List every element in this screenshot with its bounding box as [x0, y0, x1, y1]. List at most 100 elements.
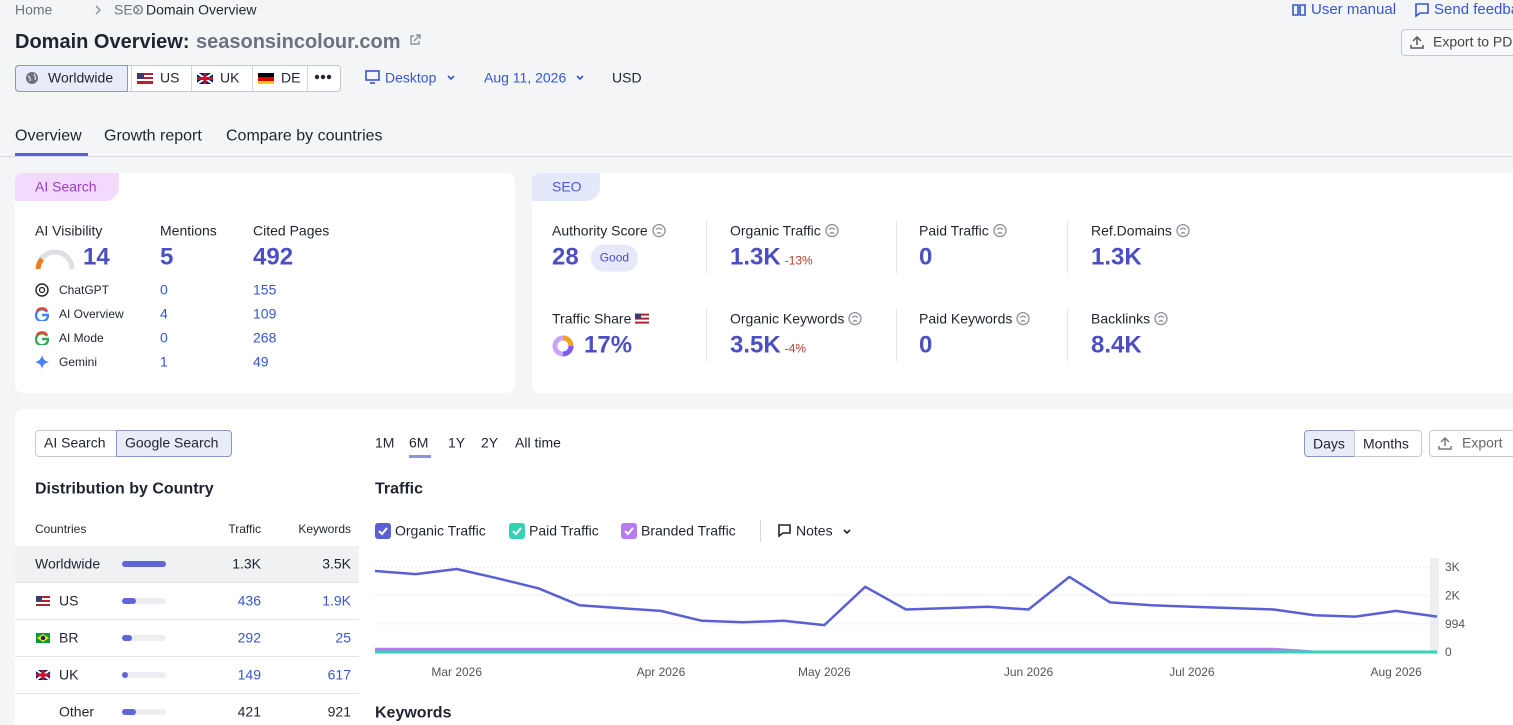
- info-icon: [848, 312, 863, 326]
- ai-mentions[interactable]: 1: [160, 353, 168, 370]
- country-traffic[interactable]: 436: [237, 592, 261, 609]
- region-divider: [131, 66, 132, 91]
- tab[interactable]: Overview: [15, 127, 82, 145]
- traffic-bar-track: [122, 635, 166, 641]
- export-pdf-button[interactable]: [1401, 29, 1513, 56]
- legend-label[interactable]: Organic Traffic: [395, 522, 486, 539]
- granularity-option[interactable]: [1354, 430, 1422, 457]
- row-divider: [15, 619, 359, 620]
- visibility-gauge: [35, 249, 75, 270]
- country-keywords[interactable]: 25: [335, 629, 351, 646]
- toggle-label[interactable]: Google Search: [125, 434, 219, 451]
- ai-cited[interactable]: 109: [253, 305, 277, 322]
- legend-label[interactable]: Branded Traffic: [641, 522, 736, 539]
- region-selected[interactable]: [15, 65, 128, 92]
- legend-checkbox[interactable]: [509, 523, 525, 539]
- legend-label[interactable]: Paid Traffic: [529, 522, 599, 539]
- feedback-icon: [1415, 3, 1429, 18]
- ai-mentions[interactable]: 0: [160, 329, 168, 346]
- metric-name: Backlinks: [1091, 310, 1151, 327]
- region-option[interactable]: DE: [281, 69, 301, 86]
- ai-cited[interactable]: 155: [253, 281, 277, 298]
- granularity-label[interactable]: Days: [1313, 435, 1345, 452]
- tab[interactable]: Compare by countries: [226, 127, 383, 145]
- domain-name[interactable]: seasonsincolour.com: [196, 31, 401, 53]
- country-keywords[interactable]: 1.9K: [322, 592, 351, 609]
- traffic-bar-track: [122, 598, 166, 604]
- metric-name: Ref.Domains: [1091, 222, 1172, 239]
- export-button[interactable]: [1429, 430, 1513, 457]
- date-select[interactable]: Aug 11, 2026: [484, 69, 567, 86]
- legend-checkbox[interactable]: [375, 523, 391, 539]
- country-traffic[interactable]: 292: [237, 629, 261, 646]
- metric-name: Authority Score: [552, 222, 648, 239]
- metric-divider: [1067, 221, 1068, 273]
- seo-pill: [532, 173, 600, 201]
- granularity-label[interactable]: Months: [1363, 435, 1409, 452]
- toggle-label[interactable]: AI Search: [44, 434, 106, 451]
- metric-divider: [706, 221, 707, 273]
- period-option[interactable]: 1Y: [448, 434, 466, 451]
- page-title: Domain Overview:: [15, 31, 190, 53]
- metric-name: Organic Traffic: [730, 222, 821, 239]
- metric-name: Paid Keywords: [919, 310, 1013, 327]
- metric-change: -13%: [784, 253, 813, 268]
- row-divider: [15, 693, 359, 694]
- breadcrumb-item[interactable]: Home: [15, 1, 53, 18]
- column-header: Keywords: [298, 521, 351, 536]
- info-icon: [1176, 224, 1190, 238]
- y-tick-label: 3K: [1445, 560, 1460, 574]
- metric-value: 1.3K: [1091, 243, 1142, 271]
- x-tick-label: Mar 2026: [431, 665, 482, 679]
- chart: 0 994 2K 3K Mar 2026 Apr 2026 May 2026 Jun 2026…: [374, 558, 1465, 679]
- granularity-selected[interactable]: [1304, 430, 1355, 457]
- notes-button[interactable]: Notes: [796, 522, 833, 539]
- metric-value: 3.5K: [730, 331, 781, 359]
- metric-value-row: 28 Good: [552, 244, 639, 273]
- series-line: [375, 647, 1437, 654]
- region-option[interactable]: Worldwide: [48, 69, 114, 86]
- breadcrumb-sep: [95, 5, 101, 15]
- traffic-bar: [122, 672, 128, 678]
- metric-value-row: 1.3K: [1091, 244, 1142, 273]
- ai-cited[interactable]: 49: [253, 353, 269, 370]
- country-name: UK: [59, 666, 79, 683]
- traffic-bar: [122, 635, 132, 641]
- header-link[interactable]: Send feedback: [1434, 1, 1513, 18]
- period-option[interactable]: 6M: [409, 434, 429, 451]
- device-select[interactable]: Desktop: [385, 69, 437, 86]
- ai-mentions[interactable]: 4: [160, 305, 168, 322]
- period-option[interactable]: 2Y: [481, 434, 499, 451]
- metric-value-row: 0: [919, 244, 932, 273]
- region-divider: [252, 66, 253, 91]
- period-option[interactable]: All time: [515, 434, 561, 451]
- metric-divider: [1067, 309, 1068, 361]
- country-name: Other: [59, 703, 95, 720]
- region-option[interactable]: UK: [220, 69, 240, 86]
- export-pdf-label[interactable]: Export to PDF: [1433, 33, 1513, 50]
- ai-engine: AI Overview: [59, 306, 124, 321]
- toggle-option-selected[interactable]: [116, 430, 232, 457]
- traffic-bar: [122, 709, 136, 715]
- region-option[interactable]: US: [160, 69, 180, 86]
- metric-value-row: 0: [919, 332, 932, 361]
- header-link[interactable]: User manual: [1311, 1, 1397, 18]
- flag-icon: [36, 633, 50, 643]
- period-option[interactable]: 1M: [375, 434, 395, 451]
- desktop-icon: [365, 70, 380, 84]
- ai-engine: Gemini: [59, 354, 98, 369]
- manual-icon: [1292, 4, 1306, 16]
- info-icon: [652, 224, 666, 238]
- legend-checkbox[interactable]: [621, 523, 637, 539]
- ai-cited[interactable]: 268: [253, 329, 277, 346]
- country-keywords[interactable]: 617: [327, 666, 351, 683]
- flag-icon: [258, 73, 274, 84]
- distribution-title: Distribution by Country: [35, 480, 214, 498]
- export-label[interactable]: Export: [1462, 434, 1503, 451]
- check-mark: [378, 527, 388, 536]
- tab[interactable]: Growth report: [104, 127, 202, 145]
- country-traffic[interactable]: 149: [237, 666, 261, 683]
- metric-value-row: 8.4K: [1091, 332, 1142, 361]
- y-tick-label: 0: [1445, 645, 1452, 659]
- ai-mentions[interactable]: 0: [160, 281, 168, 298]
